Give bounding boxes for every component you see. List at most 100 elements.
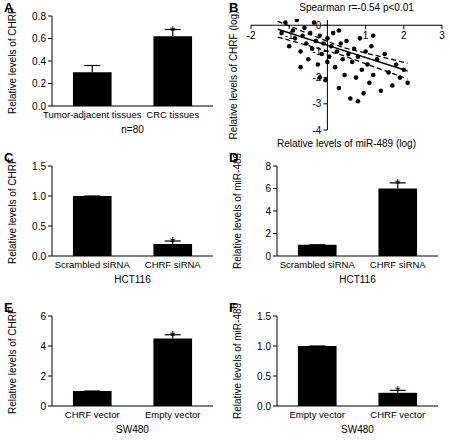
bar bbox=[73, 72, 112, 106]
y-tick bbox=[273, 376, 277, 377]
x-axis-label: HCT116 bbox=[114, 274, 151, 285]
y-tick-label: 1.5 bbox=[257, 311, 271, 322]
y-tick bbox=[48, 166, 52, 167]
y-tick-label: 1.5 bbox=[32, 161, 46, 172]
point bbox=[379, 88, 384, 93]
y-tick bbox=[273, 406, 277, 407]
y-tick bbox=[273, 256, 277, 257]
point bbox=[316, 62, 321, 67]
point bbox=[323, 78, 328, 83]
error-bar bbox=[309, 346, 325, 347]
x-tick-label: 3 bbox=[439, 30, 445, 41]
error-stem bbox=[92, 66, 93, 73]
y-tick-label: 0.4 bbox=[32, 56, 46, 67]
x-tick bbox=[442, 25, 443, 29]
y-tick-label: -4 bbox=[312, 125, 321, 136]
point bbox=[371, 33, 376, 38]
y-tick-label: 0.2 bbox=[32, 78, 46, 89]
y-tick-label: 6 bbox=[40, 311, 46, 322]
significance-star: * bbox=[395, 175, 401, 192]
title: Spearman r=-0.54 p<0.01 bbox=[299, 2, 414, 13]
y-tick-label: 0.0 bbox=[257, 401, 271, 412]
point bbox=[312, 20, 317, 25]
y-tick-label: 0 bbox=[316, 20, 322, 31]
bar bbox=[153, 36, 192, 106]
point bbox=[350, 60, 355, 65]
y-tick bbox=[48, 38, 52, 39]
error-bar bbox=[309, 244, 325, 245]
category-label: CHRF vector bbox=[65, 409, 120, 420]
point bbox=[359, 67, 364, 72]
point bbox=[319, 52, 324, 57]
y-tick-label: 0.6 bbox=[32, 33, 46, 44]
y-tick bbox=[48, 316, 52, 317]
error-cap bbox=[84, 195, 100, 196]
y-tick-label: 0.8 bbox=[32, 11, 46, 22]
point bbox=[358, 36, 363, 41]
point bbox=[337, 86, 342, 91]
x-axis-label: HCT116 bbox=[339, 274, 376, 285]
category-label: Empty vector bbox=[290, 409, 345, 420]
point bbox=[298, 65, 303, 70]
point bbox=[342, 73, 347, 78]
bar bbox=[298, 346, 337, 406]
significance-star: * bbox=[170, 233, 176, 250]
y-tick bbox=[48, 196, 52, 197]
category-label: CHRF siRNA bbox=[145, 259, 202, 270]
y-axis-label: Relative levels of CHRF bbox=[7, 8, 18, 114]
y-tick bbox=[273, 211, 277, 212]
y-axis-label: Relative levels of CHRF bbox=[7, 308, 18, 414]
point bbox=[344, 39, 349, 44]
y-tick-label: 2 bbox=[40, 371, 46, 382]
x-axis bbox=[251, 25, 442, 26]
confidence-lower bbox=[278, 37, 408, 79]
point bbox=[327, 54, 332, 59]
point bbox=[291, 28, 296, 33]
plot-area bbox=[278, 19, 410, 103]
category-label: CRC tissues bbox=[146, 109, 199, 120]
y-tick-label: -3 bbox=[312, 98, 321, 109]
category-label: Tumor-adjacent tissues bbox=[43, 109, 142, 120]
bar bbox=[298, 245, 337, 256]
x-tick bbox=[403, 25, 404, 29]
point bbox=[340, 57, 345, 62]
point bbox=[365, 62, 370, 67]
y-tick bbox=[48, 226, 52, 227]
point bbox=[356, 99, 361, 104]
error-cap bbox=[84, 390, 100, 391]
y-tick-label: 0.5 bbox=[257, 371, 271, 382]
significance-star: * bbox=[170, 327, 176, 344]
point bbox=[325, 60, 330, 65]
y-tick bbox=[48, 346, 52, 347]
y-tick bbox=[48, 16, 52, 17]
error-cap bbox=[309, 345, 325, 346]
y-tick bbox=[323, 25, 327, 26]
y-tick-label: 4 bbox=[40, 341, 46, 352]
plot-area bbox=[73, 30, 192, 107]
y-tick bbox=[273, 316, 277, 317]
x-tick bbox=[365, 25, 366, 29]
plot-area bbox=[73, 335, 192, 406]
point bbox=[367, 81, 372, 86]
point bbox=[293, 36, 298, 41]
significance-star: * bbox=[170, 22, 176, 39]
point bbox=[306, 57, 311, 62]
x-axis-label: SW480 bbox=[341, 424, 374, 435]
x-tick-label: 1 bbox=[363, 30, 369, 41]
bar bbox=[378, 189, 417, 257]
point bbox=[331, 31, 336, 36]
point bbox=[302, 26, 307, 31]
y-tick bbox=[48, 106, 52, 107]
bar bbox=[73, 391, 112, 406]
point bbox=[333, 65, 338, 70]
x-axis-label: n=80 bbox=[121, 124, 144, 135]
y-tick bbox=[323, 103, 327, 104]
error-bar bbox=[84, 196, 100, 197]
point bbox=[337, 28, 342, 33]
point bbox=[361, 91, 366, 96]
point bbox=[354, 75, 359, 80]
y-axis bbox=[277, 316, 278, 406]
point bbox=[382, 52, 387, 57]
point bbox=[390, 83, 395, 88]
y-tick-label: 0.0 bbox=[32, 251, 46, 262]
